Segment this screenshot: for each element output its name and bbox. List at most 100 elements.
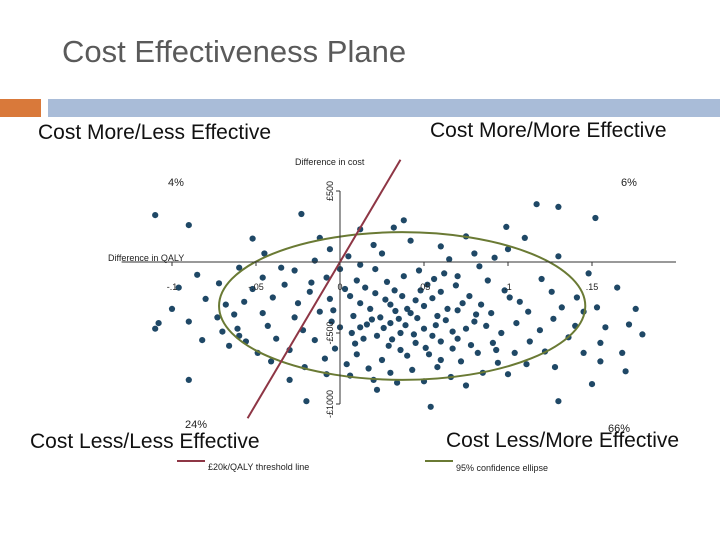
- data-point: [511, 349, 518, 356]
- data-point: [434, 312, 441, 320]
- data-point: [454, 273, 461, 280]
- data-point: [555, 203, 562, 210]
- data-point: [281, 281, 288, 288]
- data-point: [407, 237, 414, 244]
- data-point: [592, 214, 599, 222]
- data-point: [427, 403, 434, 410]
- data-point: [311, 337, 318, 344]
- data-point: [152, 325, 159, 332]
- data-point: [526, 338, 533, 345]
- data-point: [378, 356, 386, 364]
- data-point: [459, 300, 466, 307]
- data-point: [348, 329, 355, 337]
- data-point: [452, 282, 459, 289]
- data-point: [424, 281, 431, 288]
- data-point: [259, 310, 266, 317]
- data-point: [385, 342, 392, 349]
- y-tick-label: £500: [325, 181, 335, 201]
- data-point: [402, 322, 409, 329]
- data-point: [410, 331, 417, 338]
- data-point: [593, 304, 601, 311]
- data-point: [202, 295, 209, 302]
- data-point: [442, 317, 449, 324]
- data-point: [474, 349, 481, 356]
- data-point: [412, 339, 419, 346]
- data-point: [185, 318, 192, 325]
- data-point: [602, 324, 609, 331]
- data-point: [372, 290, 379, 297]
- data-point: [580, 349, 587, 356]
- data-point: [269, 294, 276, 301]
- data-point: [357, 261, 364, 268]
- data-point: [383, 278, 391, 285]
- data-point: [501, 287, 508, 294]
- data-point: [446, 256, 453, 263]
- data-point: [362, 284, 369, 291]
- data-point: [241, 298, 248, 305]
- data-point: [548, 288, 555, 295]
- percent-bottom-right: 66%: [608, 423, 630, 435]
- x-tick-label: -.05: [248, 282, 264, 292]
- data-point: [380, 324, 387, 332]
- data-point: [390, 224, 397, 231]
- data-point: [350, 312, 357, 320]
- data-point: [429, 295, 436, 302]
- data-point: [504, 371, 512, 378]
- data-point: [444, 305, 451, 312]
- data-point: [400, 273, 407, 280]
- data-point: [363, 321, 370, 328]
- data-point: [555, 253, 562, 260]
- data-point: [619, 349, 626, 356]
- data-point: [155, 320, 162, 327]
- data-point: [306, 288, 313, 295]
- data-point: [488, 310, 495, 317]
- data-point: [614, 284, 621, 291]
- data-point: [573, 294, 581, 301]
- data-point: [259, 274, 266, 281]
- data-point: [316, 308, 323, 315]
- data-point: [352, 340, 359, 347]
- data-point: [391, 287, 398, 294]
- data-point: [504, 246, 512, 253]
- data-point: [357, 300, 364, 307]
- threshold-line: [246, 159, 402, 419]
- data-point: [417, 287, 424, 294]
- data-point: [294, 300, 302, 307]
- quadrant-label-top-left: Cost More/Less Effective: [38, 121, 272, 144]
- quadrant-label-bottom-right: Cost Less/More Effective: [446, 429, 680, 452]
- data-point: [249, 235, 256, 242]
- data-point: [516, 298, 523, 305]
- data-point: [222, 301, 229, 308]
- data-point: [462, 325, 470, 332]
- data-point: [370, 241, 377, 249]
- data-point: [357, 324, 364, 331]
- data-point: [264, 322, 271, 329]
- data-point: [429, 332, 436, 339]
- data-point: [457, 358, 465, 365]
- accent-bar-orange: [0, 99, 41, 117]
- data-point: [311, 257, 318, 264]
- data-point: [226, 342, 233, 349]
- data-point: [308, 279, 315, 286]
- data-point: [503, 223, 510, 230]
- data-point: [249, 285, 256, 293]
- data-point: [268, 358, 275, 365]
- data-point: [432, 322, 439, 329]
- accent-bar-blue: [48, 99, 720, 117]
- data-point: [473, 311, 480, 318]
- data-point: [409, 366, 416, 373]
- data-point: [498, 329, 505, 337]
- data-point: [437, 338, 444, 345]
- data-point: [493, 346, 500, 354]
- data-point: [328, 318, 335, 325]
- data-point: [597, 358, 604, 365]
- data-point: [185, 222, 192, 229]
- legend-label-threshold: £20k/QALY threshold line: [208, 462, 309, 472]
- percent-bottom-left: 24%: [185, 419, 207, 431]
- data-point: [219, 328, 226, 335]
- data-point: [323, 274, 330, 281]
- data-point: [397, 346, 404, 354]
- data-point: [387, 301, 394, 308]
- data-point: [199, 337, 206, 344]
